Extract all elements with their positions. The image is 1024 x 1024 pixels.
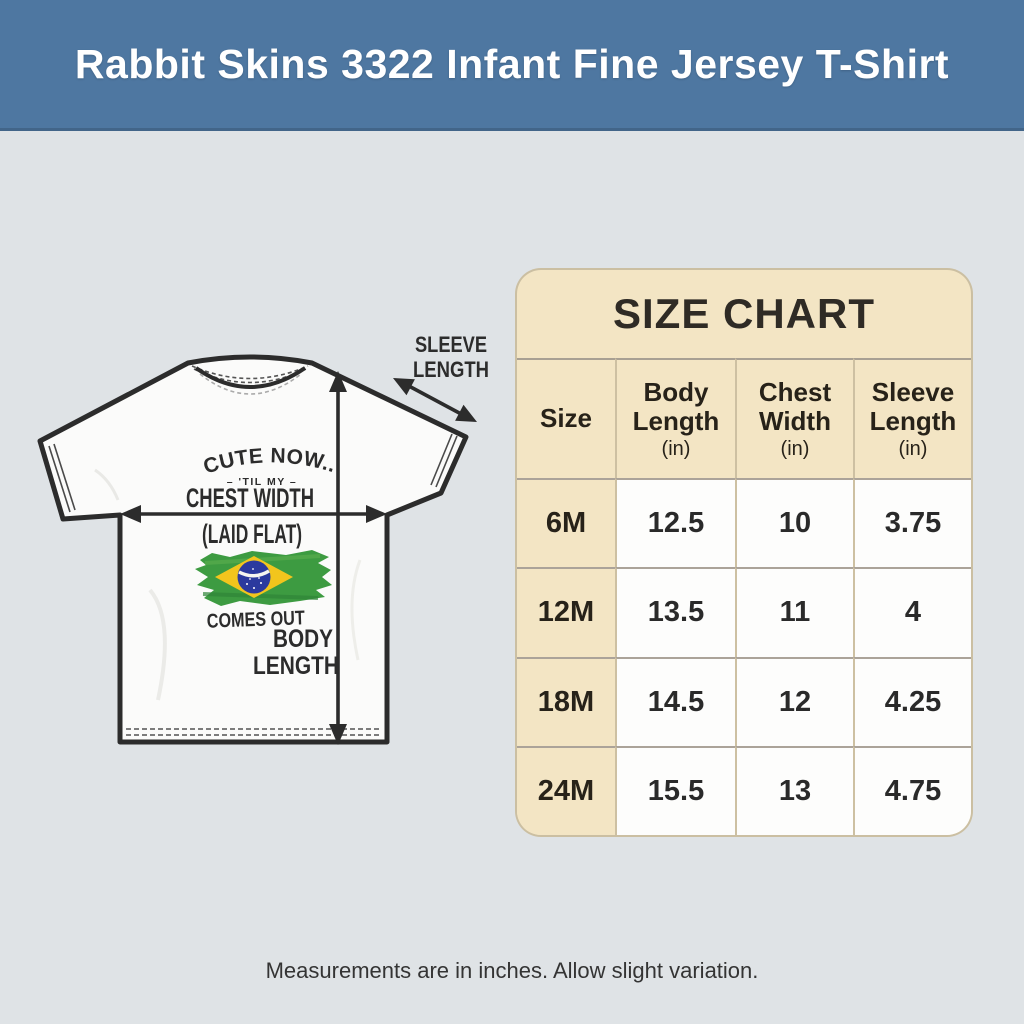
size-chart-table: SIZE CHART Size Body Length (in) Chest W… bbox=[515, 268, 973, 837]
value-cell: 15.5 bbox=[615, 745, 735, 835]
size-cell: 6M bbox=[517, 478, 615, 568]
value-cell: 13.5 bbox=[615, 567, 735, 657]
chest-width-arrow bbox=[120, 505, 387, 523]
column-header-sleeve-length: Sleeve Length (in) bbox=[853, 358, 971, 478]
value-cell: 3.75 bbox=[853, 478, 971, 568]
sleeve-length-arrow bbox=[393, 378, 477, 422]
sleeve-length-label-line2: LENGTH bbox=[413, 357, 489, 382]
column-header-size: Size bbox=[517, 358, 615, 478]
title-bar: Rabbit Skins 3322 Infant Fine Jersey T-S… bbox=[0, 0, 1024, 131]
laid-flat-label: (LAID FLAT) bbox=[202, 519, 302, 549]
footer-note: Measurements are in inches. Allow slight… bbox=[265, 958, 759, 983]
collar bbox=[191, 365, 309, 395]
value-cell: 12 bbox=[735, 656, 853, 746]
size-chart-title: SIZE CHART bbox=[613, 290, 875, 337]
size-cell: 18M bbox=[517, 656, 615, 746]
chest-width-label: CHEST WIDTH bbox=[186, 483, 314, 513]
column-header-chest-width: Chest Width (in) bbox=[735, 358, 853, 478]
size-cell: 24M bbox=[517, 745, 615, 835]
value-cell: 10 bbox=[735, 478, 853, 568]
body-length-arrow bbox=[329, 371, 347, 745]
value-cell: 4.75 bbox=[853, 745, 971, 835]
value-cell: 4.25 bbox=[853, 656, 971, 746]
product-title: Rabbit Skins 3322 Infant Fine Jersey T-S… bbox=[74, 40, 950, 87]
value-cell: 14.5 bbox=[615, 656, 735, 746]
size-cell: 12M bbox=[517, 567, 615, 657]
column-header-body-length: Body Length (in) bbox=[615, 358, 735, 478]
value-cell: 11 bbox=[735, 567, 853, 657]
value-cell: 12.5 bbox=[615, 478, 735, 568]
brazil-flag bbox=[195, 550, 332, 606]
tshirt-outline bbox=[37, 354, 469, 745]
design-text-bottom: COMES OUT bbox=[206, 607, 305, 632]
value-cell: 13 bbox=[735, 745, 853, 835]
body-length-label-line1: BODY bbox=[273, 625, 333, 653]
value-cell: 4 bbox=[853, 567, 971, 657]
body-length-label-line2: LENGTH bbox=[253, 652, 339, 680]
design-text-middle: – 'TIL MY – bbox=[227, 476, 298, 488]
sleeve-length-label-line1: SLEEVE bbox=[415, 332, 487, 357]
